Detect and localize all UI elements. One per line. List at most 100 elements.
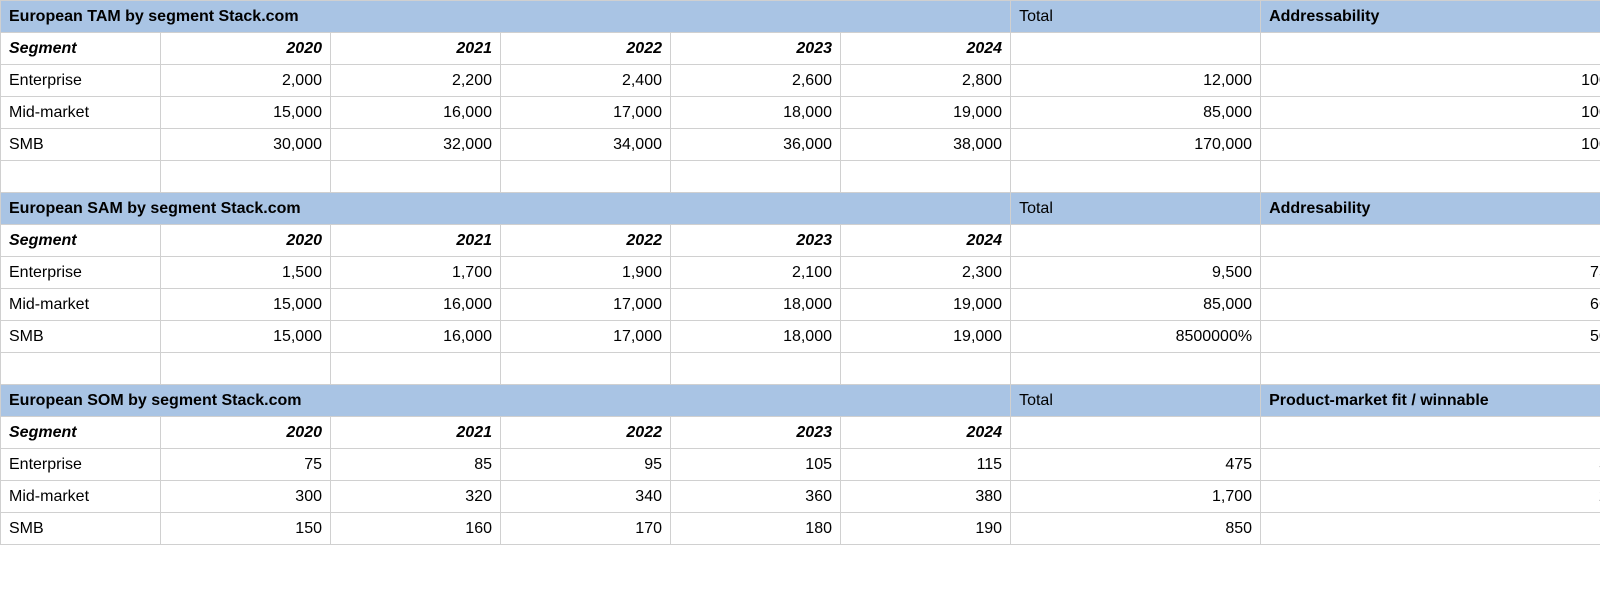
- col-year-2020: 2020: [161, 33, 331, 65]
- cell-y2023: 18,000: [671, 289, 841, 321]
- cell-y2021: 1,700: [331, 257, 501, 289]
- spacer-cell: [841, 161, 1011, 193]
- som-total-label: Total: [1011, 385, 1261, 417]
- cell-metric: 5%: [1261, 449, 1600, 481]
- cell-y2020: 75: [161, 449, 331, 481]
- cell-total: 850: [1011, 513, 1261, 545]
- spacer-cell: [1, 161, 161, 193]
- cell-metric: 50%: [1261, 321, 1600, 353]
- som-title: European SOM by segment Stack.com: [1, 385, 1011, 417]
- cell-y2022: 17,000: [501, 289, 671, 321]
- col-year-2020: 2020: [161, 225, 331, 257]
- col-metric-blank: [1261, 225, 1600, 257]
- spacer-row: [1, 161, 1600, 193]
- segment-name: Mid-market: [1, 97, 161, 129]
- table-row: Enterprise2,0002,2002,4002,6002,80012,00…: [1, 65, 1600, 97]
- cell-y2023: 360: [671, 481, 841, 513]
- spacer-cell: [331, 161, 501, 193]
- col-year-2022: 2022: [501, 225, 671, 257]
- col-metric-blank: [1261, 33, 1600, 65]
- cell-y2023: 2,100: [671, 257, 841, 289]
- segment-name: Mid-market: [1, 481, 161, 513]
- cell-total: 475: [1011, 449, 1261, 481]
- sam-header-row: European SAM by segment Stack.comTotalAd…: [1, 193, 1600, 225]
- cell-metric: 1%: [1261, 513, 1600, 545]
- cell-metric: 66%: [1261, 289, 1600, 321]
- spacer-cell: [671, 161, 841, 193]
- col-year-2021: 2021: [331, 225, 501, 257]
- sam-metric-label: Addresability: [1261, 193, 1600, 225]
- col-segment: Segment: [1, 417, 161, 449]
- col-year-2020: 2020: [161, 417, 331, 449]
- sam-subheader-row: Segment20202021202220232024: [1, 225, 1600, 257]
- segment-name: Mid-market: [1, 289, 161, 321]
- cell-y2021: 160: [331, 513, 501, 545]
- cell-y2021: 2,200: [331, 65, 501, 97]
- tam-total-label: Total: [1011, 1, 1261, 33]
- col-year-2023: 2023: [671, 33, 841, 65]
- cell-y2022: 2,400: [501, 65, 671, 97]
- som-header-row: European SOM by segment Stack.comTotalPr…: [1, 385, 1600, 417]
- spreadsheet: European TAM by segment Stack.comTotalAd…: [0, 0, 1600, 545]
- cell-y2023: 36,000: [671, 129, 841, 161]
- cell-y2024: 2,800: [841, 65, 1011, 97]
- spacer-cell: [331, 353, 501, 385]
- spacer-cell: [1261, 353, 1600, 385]
- segment-name: Enterprise: [1, 65, 161, 97]
- cell-total: 9,500: [1011, 257, 1261, 289]
- sam-title: European SAM by segment Stack.com: [1, 193, 1011, 225]
- table-row: Mid-market15,00016,00017,00018,00019,000…: [1, 289, 1600, 321]
- spacer-cell: [501, 353, 671, 385]
- col-total-blank: [1011, 33, 1261, 65]
- cell-y2023: 18,000: [671, 97, 841, 129]
- cell-y2023: 2,600: [671, 65, 841, 97]
- col-year-2023: 2023: [671, 417, 841, 449]
- cell-y2024: 190: [841, 513, 1011, 545]
- table-row: Enterprise7585951051154755%: [1, 449, 1600, 481]
- cell-y2024: 19,000: [841, 289, 1011, 321]
- cell-y2020: 30,000: [161, 129, 331, 161]
- cell-total: 85,000: [1011, 289, 1261, 321]
- cell-y2023: 18,000: [671, 321, 841, 353]
- cell-metric: 100%: [1261, 65, 1600, 97]
- segment-name: SMB: [1, 129, 161, 161]
- sam-total-label: Total: [1011, 193, 1261, 225]
- cell-total: 8500000%: [1011, 321, 1261, 353]
- col-total-blank: [1011, 225, 1261, 257]
- tam-sam-som-table: European TAM by segment Stack.comTotalAd…: [0, 0, 1600, 545]
- cell-y2020: 15,000: [161, 321, 331, 353]
- table-row: Enterprise1,5001,7001,9002,1002,3009,500…: [1, 257, 1600, 289]
- cell-total: 85,000: [1011, 97, 1261, 129]
- col-year-2022: 2022: [501, 33, 671, 65]
- spacer-cell: [1261, 161, 1600, 193]
- cell-y2021: 320: [331, 481, 501, 513]
- cell-y2022: 1,900: [501, 257, 671, 289]
- cell-y2024: 2,300: [841, 257, 1011, 289]
- segment-name: SMB: [1, 513, 161, 545]
- spacer-cell: [841, 353, 1011, 385]
- cell-y2024: 115: [841, 449, 1011, 481]
- col-year-2024: 2024: [841, 417, 1011, 449]
- tam-subheader-row: Segment20202021202220232024: [1, 33, 1600, 65]
- spacer-cell: [501, 161, 671, 193]
- col-year-2021: 2021: [331, 417, 501, 449]
- cell-y2024: 38,000: [841, 129, 1011, 161]
- table-row: SMB30,00032,00034,00036,00038,000170,000…: [1, 129, 1600, 161]
- col-metric-blank: [1261, 417, 1600, 449]
- spacer-row: [1, 353, 1600, 385]
- table-row: SMB15,00016,00017,00018,00019,0008500000…: [1, 321, 1600, 353]
- cell-metric: 2%: [1261, 481, 1600, 513]
- tam-title: European TAM by segment Stack.com: [1, 1, 1011, 33]
- col-year-2023: 2023: [671, 225, 841, 257]
- cell-y2020: 1,500: [161, 257, 331, 289]
- tam-metric-label: Addressability: [1261, 1, 1600, 33]
- cell-y2021: 16,000: [331, 97, 501, 129]
- spacer-cell: [1011, 161, 1261, 193]
- col-segment: Segment: [1, 33, 161, 65]
- col-year-2022: 2022: [501, 417, 671, 449]
- col-total-blank: [1011, 417, 1261, 449]
- cell-y2020: 15,000: [161, 97, 331, 129]
- cell-total: 170,000: [1011, 129, 1261, 161]
- cell-y2020: 15,000: [161, 289, 331, 321]
- tam-header-row: European TAM by segment Stack.comTotalAd…: [1, 1, 1600, 33]
